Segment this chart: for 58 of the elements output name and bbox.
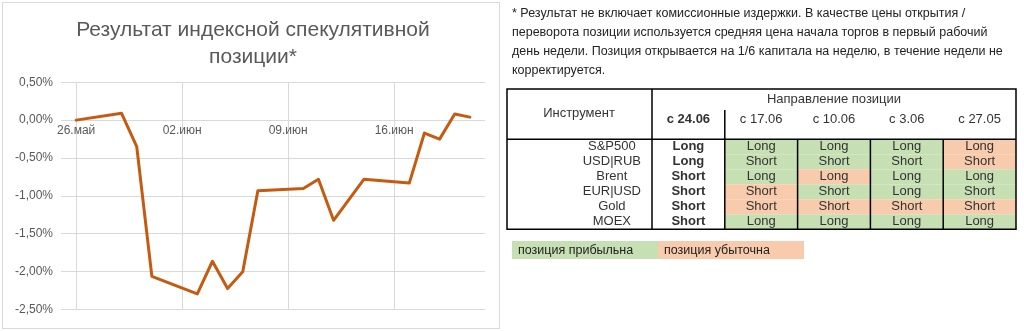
category-label: с 3.06 <box>889 110 925 126</box>
category-label: Brent <box>596 168 628 184</box>
text: Short <box>671 168 706 184</box>
text: Short <box>818 153 850 169</box>
text: Long <box>965 213 995 229</box>
y-tick-label: 0,50% <box>18 74 54 89</box>
text: Long <box>746 213 776 229</box>
text: Short <box>964 153 996 169</box>
text: Short <box>818 198 850 214</box>
category-label: MOEX <box>592 213 632 229</box>
y-tick-label: -0,50% <box>14 150 54 165</box>
y-tick-label: -1,50% <box>14 226 54 241</box>
text: Short <box>745 183 777 199</box>
text: Short <box>745 198 777 214</box>
category-label: S&P500 <box>588 138 636 154</box>
text: Short <box>671 213 706 229</box>
text: Short <box>891 198 923 214</box>
category-label: EUR|USD <box>582 183 641 199</box>
y-tick-label: -2,00% <box>14 264 54 279</box>
text: Short <box>671 198 706 214</box>
text: Long <box>819 213 849 229</box>
category-label: с 24.06 <box>666 110 711 126</box>
text: Short <box>818 183 850 199</box>
text: Long <box>672 153 705 169</box>
x-tick-label: 16.июн <box>374 122 414 137</box>
category-label: USD|RUB <box>582 153 641 169</box>
category-label: Gold <box>598 198 626 214</box>
text: Short <box>964 183 996 199</box>
text: Long <box>965 138 995 154</box>
chart-title: Результат индексной спекулятивной позиции* <box>75 16 431 69</box>
text: Long <box>892 168 922 184</box>
text: Short <box>891 153 923 169</box>
x-tick-label: 26.май <box>57 122 96 137</box>
text: Long <box>892 183 922 199</box>
y-tick-label: -2,50% <box>14 302 54 317</box>
text: Long <box>672 138 705 154</box>
text: позиция убыточна <box>658 241 804 259</box>
text: Инструмент <box>543 105 615 121</box>
text: Long <box>892 138 922 154</box>
text: Long <box>819 168 849 184</box>
y-tick-label: 0,00% <box>18 112 54 127</box>
x-tick-label: 02.июн <box>162 122 202 137</box>
text: Short <box>671 183 706 199</box>
text: Направление позиции <box>766 91 902 107</box>
category-label: с 27.05 <box>958 110 1001 126</box>
text: Long <box>819 138 849 154</box>
text: Long <box>965 168 995 184</box>
text: Short <box>745 153 777 169</box>
x-tick-label: 09.июн <box>268 122 308 137</box>
text: Long <box>892 213 922 229</box>
text: * Результат не включает комиссионные издержки. В качестве цены открытия / переворота позиции используется средняя цена начала торгов в первый рабочий день недели. Позиция открывается на 1/6 капитала на неделю, в течение недели не корректируется. <box>512 5 1004 79</box>
category-label: с 10.06 <box>812 110 856 126</box>
y-tick-label: -1,00% <box>14 188 54 203</box>
category-label: с 17.06 <box>739 110 783 126</box>
text: позиция прибыльна <box>512 241 658 259</box>
text: Short <box>964 198 996 214</box>
text: Long <box>746 168 776 184</box>
text: Long <box>746 138 776 154</box>
